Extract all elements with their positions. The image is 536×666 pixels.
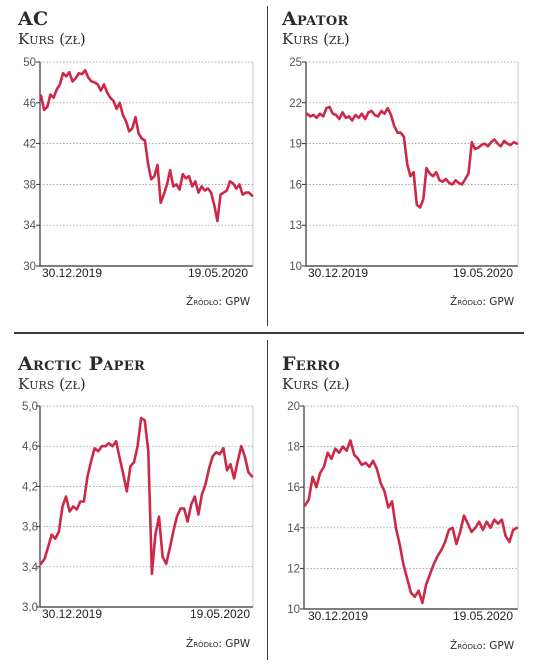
x-tick-label: 19.05.2020 xyxy=(190,607,250,621)
source-note: Źródło: GPW xyxy=(450,640,515,652)
y-tick-label: 4,2 xyxy=(22,481,38,493)
chart-subtitle: Kurs (zł) xyxy=(282,375,350,393)
line-chart-ac: 30 34 38 42 46 50 30.12.2019 19.05.2020 xyxy=(23,57,254,280)
chart-title: Arctic Paper xyxy=(18,353,146,375)
chart-subtitle: Kurs (zł) xyxy=(282,30,350,48)
y-tick-label: 16 xyxy=(287,482,300,494)
chart-title: Apator xyxy=(282,8,349,30)
x-tick-label: 30.12.2019 xyxy=(308,266,368,280)
chart-title: Ferro xyxy=(282,353,340,375)
y-tick-label: 46 xyxy=(23,98,36,110)
chart-panel-apator: Apator Kurs (zł) 10 13 16 19 22 25 30.12.2019 1… xyxy=(268,0,536,333)
y-tick-label: 10 xyxy=(287,604,300,616)
y-tick-label: 5,0 xyxy=(22,401,38,413)
y-tick-label: 12 xyxy=(287,563,300,575)
price-series-line xyxy=(39,68,254,223)
y-tick-label: 19 xyxy=(289,139,302,151)
vertical-divider-bottom xyxy=(267,340,268,660)
price-series-line xyxy=(39,416,254,576)
y-tick-label: 3,0 xyxy=(22,602,38,614)
y-tick-label: 20 xyxy=(287,401,300,413)
chart-subtitle: Kurs (zł) xyxy=(18,375,86,393)
y-tick-label: 18 xyxy=(287,442,300,454)
chart-panel-arctic-paper: Arctic Paper Kurs (zł) 3,0 3,4 3,8 4,2 4,6 5,… xyxy=(0,333,268,666)
x-tick-label: 30.12.2019 xyxy=(308,609,368,623)
y-tick-label: 3,8 xyxy=(22,522,38,534)
y-tick-label: 42 xyxy=(23,139,36,151)
x-tick-label: 19.05.2020 xyxy=(188,266,248,280)
vertical-divider-top xyxy=(267,6,268,326)
x-tick-label: 19.05.2020 xyxy=(453,266,513,280)
line-chart-apator: 10 13 16 19 22 25 30.12.2019 19.05.2020 xyxy=(289,57,519,280)
y-tick-label: 14 xyxy=(287,523,300,535)
chart-panel-ac: AC Kurs (zł) 30 34 38 42 46 50 30.12.2019 19.05… xyxy=(0,0,268,333)
y-tick-label: 13 xyxy=(289,220,302,232)
source-note: Źródło: GPW xyxy=(186,296,251,308)
x-tick-label: 30.12.2019 xyxy=(42,607,102,621)
y-tick-label: 50 xyxy=(23,57,36,69)
x-tick-label: 30.12.2019 xyxy=(42,266,102,280)
source-note: Źródło: GPW xyxy=(186,638,251,650)
line-chart-ferro: 10 12 14 16 18 20 30.12.2019 19.05.2020 xyxy=(287,401,519,623)
y-tick-label: 22 xyxy=(289,98,302,110)
y-tick-label: 16 xyxy=(289,179,302,191)
chart-title: AC xyxy=(18,8,49,30)
horizontal-divider xyxy=(14,332,524,334)
x-tick-label: 19.05.2020 xyxy=(453,609,513,623)
chart-panel-ferro: Ferro Kurs (zł) 10 12 14 16 18 20 30.12.2019 19… xyxy=(268,333,536,666)
chart-subtitle: Kurs (zł) xyxy=(18,30,86,48)
y-tick-label: 34 xyxy=(23,220,36,232)
y-tick-label: 3,4 xyxy=(22,562,39,574)
source-note: Źródło: GPW xyxy=(450,296,515,308)
price-series-line xyxy=(303,439,519,605)
y-tick-label: 30 xyxy=(23,261,36,273)
y-tick-label: 38 xyxy=(23,179,36,191)
line-chart-arctic-paper: 3,0 3,4 3,8 4,2 4,6 5,0 30.12.2019 19.05.2020 xyxy=(22,401,254,621)
y-tick-label: 4,6 xyxy=(22,441,38,453)
y-tick-label: 25 xyxy=(289,57,302,69)
price-series-line xyxy=(305,105,519,209)
y-tick-label: 10 xyxy=(289,261,302,273)
